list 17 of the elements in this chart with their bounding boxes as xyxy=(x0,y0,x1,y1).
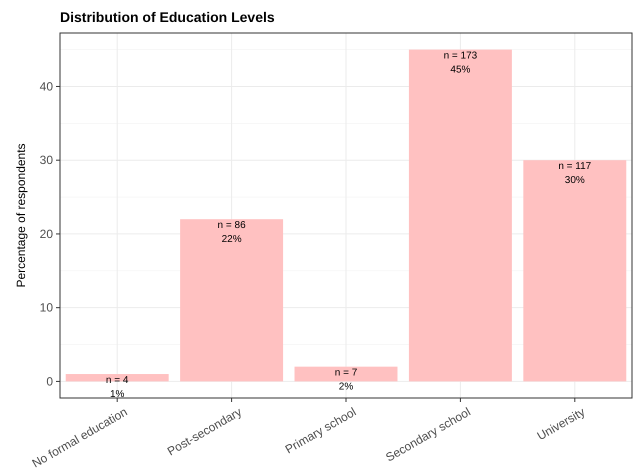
data-label: n = 173 45% xyxy=(444,50,478,76)
chart-title: Distribution of Education Levels xyxy=(60,9,275,25)
data-label: n = 86 22% xyxy=(218,220,246,246)
y-axis-title: Percentage of respondents xyxy=(14,143,28,288)
data-label: n = 4 1% xyxy=(106,375,129,400)
data-label: n = 117 30% xyxy=(558,161,592,186)
y-tick-label: 10 xyxy=(40,300,54,315)
y-tick-label: 40 xyxy=(40,79,54,94)
bar xyxy=(66,374,169,382)
y-tick-label: 30 xyxy=(40,153,54,168)
bar xyxy=(180,219,284,382)
y-tick-label: 20 xyxy=(40,226,54,241)
bar xyxy=(523,160,626,382)
y-tick-label: 0 xyxy=(46,374,54,388)
bar xyxy=(408,50,512,382)
data-label: n = 7 2% xyxy=(334,368,358,393)
bar xyxy=(294,366,398,382)
